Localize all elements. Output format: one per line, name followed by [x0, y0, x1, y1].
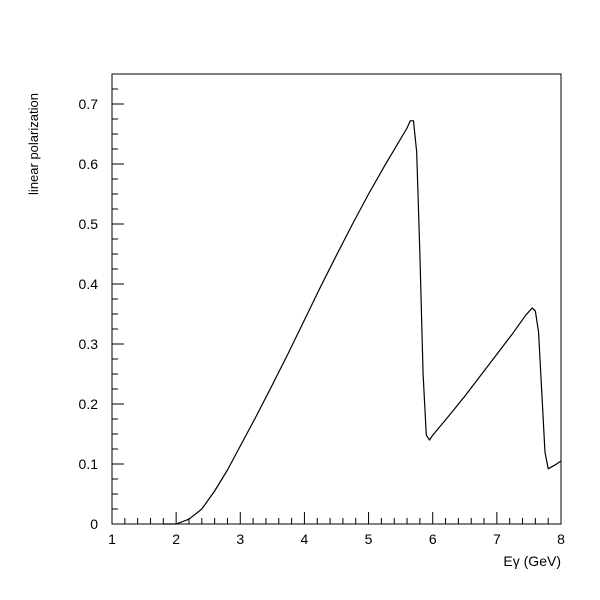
polarization-line	[162, 120, 562, 525]
x-tick-label: 4	[301, 531, 309, 547]
x-tick-label: 5	[365, 531, 373, 547]
y-tick-label: 0.1	[79, 456, 99, 472]
tick-labels-group: 1 2 3 4 5 6 7 8 0 0.1 0.2 0.3 0.4 0.5 0.6 0.7	[79, 96, 566, 547]
x-tick-label: 6	[429, 531, 437, 547]
x-tick-label: 2	[172, 531, 180, 547]
x-tick-label: 1	[108, 531, 116, 547]
x-tick-label: 7	[493, 531, 501, 547]
tick-marks-group	[111, 73, 562, 525]
plot-frame-group	[111, 73, 562, 525]
series-group	[162, 120, 562, 525]
y-tick-label: 0.5	[79, 216, 99, 232]
y-tick-label: 0.7	[79, 96, 99, 112]
y-tick-label: 0.4	[79, 276, 99, 292]
y-tick-label: 0	[90, 516, 98, 532]
x-tick-label: 8	[557, 531, 565, 547]
y-tick-label: 0.6	[79, 156, 99, 172]
y-tick-label: 0.3	[79, 336, 99, 352]
x-axis-label: Eγ (GeV)	[503, 553, 561, 569]
x-tick-label: 3	[236, 531, 244, 547]
plot-frame	[111, 73, 562, 525]
y-axis-label: linear polarization	[26, 93, 41, 195]
y-tick-label: 0.2	[79, 396, 99, 412]
